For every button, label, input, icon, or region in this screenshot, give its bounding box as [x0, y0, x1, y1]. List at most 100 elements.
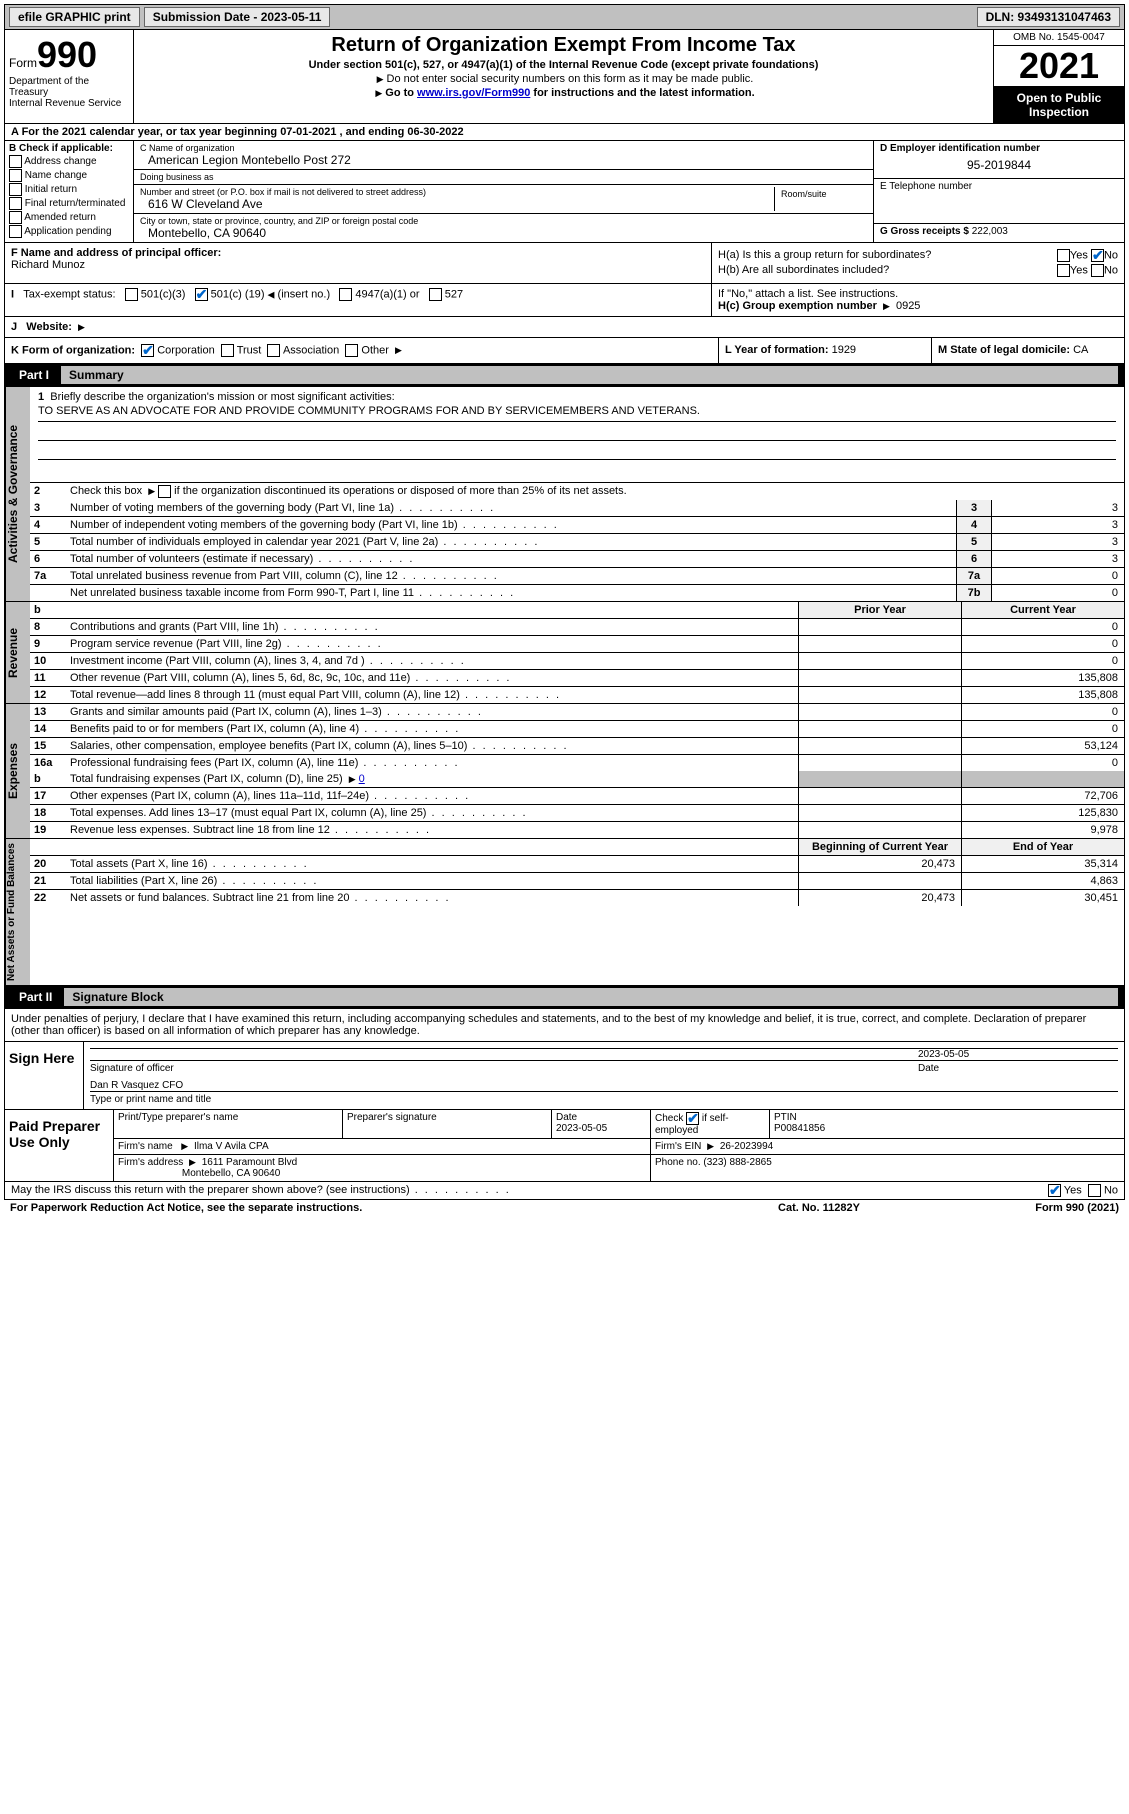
- line-desc: Total expenses. Add lines 13–17 (must eq…: [66, 805, 798, 821]
- line-current: 0: [961, 619, 1124, 635]
- firm-addr1: 1611 Paramount Blvd: [202, 1157, 297, 1168]
- summary-line: 20Total assets (Part X, line 16)20,47335…: [30, 856, 1124, 873]
- line16b-current: [961, 771, 1124, 787]
- checkbox-initial-return[interactable]: [9, 183, 22, 196]
- ein-value: 95-2019844: [880, 154, 1118, 176]
- firm-name-label: Firm's name: [118, 1141, 173, 1152]
- line-box-num: 3: [956, 500, 991, 516]
- phone-value: (323) 888-2865: [703, 1157, 771, 1168]
- chk-501c[interactable]: [195, 288, 208, 301]
- efile-label[interactable]: efile GRAPHIC print: [9, 7, 140, 27]
- city-label: City or town, state or province, country…: [140, 216, 867, 226]
- chk-discuss-yes[interactable]: [1048, 1184, 1061, 1197]
- line-prior: [798, 822, 961, 838]
- hdr-end-year: End of Year: [961, 839, 1124, 855]
- line-prior: [798, 788, 961, 804]
- prep-sig-label: Preparer's signature: [343, 1110, 552, 1139]
- line-desc: Net unrelated business taxable income fr…: [66, 585, 956, 601]
- summary-line: 12Total revenue—add lines 8 through 11 (…: [30, 687, 1124, 703]
- line-desc: Number of independent voting members of …: [66, 517, 956, 533]
- tax-year: 2021: [994, 46, 1124, 87]
- paperwork-notice: For Paperwork Reduction Act Notice, see …: [10, 1202, 719, 1214]
- section-bcde: B Check if applicable: Address change Na…: [4, 141, 1125, 243]
- irs-link[interactable]: www.irs.gov/Form990: [417, 87, 530, 99]
- line-num: 10: [30, 653, 66, 669]
- mission-text: TO SERVE AS AN ADVOCATE FOR AND PROVIDE …: [38, 403, 1116, 422]
- chk-discuss-no[interactable]: [1088, 1184, 1101, 1197]
- dba-label: Doing business as: [140, 172, 867, 182]
- line-current: 35,314: [961, 856, 1124, 872]
- chk-line2[interactable]: [158, 485, 171, 498]
- part1-label: Part I: [11, 368, 57, 382]
- firm-ein-label: Firm's EIN: [655, 1141, 701, 1152]
- checkbox-final-return[interactable]: [9, 197, 22, 210]
- line-box-num: 7b: [956, 585, 991, 601]
- line-num: 4: [30, 517, 66, 533]
- arrow-icon: [704, 1141, 717, 1152]
- line-prior: [798, 738, 961, 754]
- paid-preparer-label: Paid Preparer Use Only: [5, 1110, 114, 1181]
- chk-self-employed[interactable]: [686, 1112, 699, 1125]
- note-goto-post: for instructions and the latest informat…: [530, 87, 754, 99]
- firm-name-value: Ilma V Avila CPA: [194, 1141, 269, 1152]
- chk-501c3[interactable]: [125, 288, 138, 301]
- summary-line: 7aTotal unrelated business revenue from …: [30, 568, 1124, 585]
- line-desc: Contributions and grants (Part VIII, lin…: [66, 619, 798, 635]
- line-current: 0: [961, 721, 1124, 737]
- arrow-icon: [372, 87, 385, 99]
- part2-title: Signature Block: [64, 988, 1118, 1006]
- line2-text: Check this box if the organization disco…: [70, 485, 627, 497]
- chk-4947[interactable]: [339, 288, 352, 301]
- chk-527[interactable]: [429, 288, 442, 301]
- form-title: Return of Organization Exempt From Incom…: [142, 34, 985, 57]
- ptin-value: P00841856: [774, 1123, 825, 1134]
- line-num: 3: [30, 500, 66, 516]
- prep-date-value: 2023-05-05: [556, 1123, 607, 1134]
- principal-officer-value: Richard Munoz: [11, 259, 85, 271]
- irs-label: Internal Revenue Service: [9, 98, 129, 109]
- ha-no-checkbox[interactable]: [1091, 249, 1104, 262]
- chk-trust[interactable]: [221, 344, 234, 357]
- ha-yes-checkbox[interactable]: [1057, 249, 1070, 262]
- sig-name-label: Type or print name and title: [90, 1094, 1118, 1105]
- line-current: 0: [961, 636, 1124, 652]
- chk-association[interactable]: [267, 344, 280, 357]
- state-domicile-value: CA: [1073, 344, 1088, 356]
- line16b-link[interactable]: 0: [359, 773, 365, 785]
- penalties-text: Under penalties of perjury, I declare th…: [5, 1009, 1124, 1041]
- line-prior: [798, 653, 961, 669]
- checkbox-amended[interactable]: [9, 211, 22, 224]
- hb-no-checkbox[interactable]: [1091, 264, 1104, 277]
- note-ssn: Do not enter social security numbers on …: [387, 73, 754, 85]
- line-value: 3: [991, 551, 1124, 567]
- line-num: 17: [30, 788, 66, 804]
- website-label: Website:: [26, 321, 72, 333]
- part1-expenses: Expenses 13Grants and similar amounts pa…: [4, 704, 1125, 839]
- chk-other[interactable]: [345, 344, 358, 357]
- chk-corporation[interactable]: [141, 344, 154, 357]
- line-desc: Investment income (Part VIII, column (A)…: [66, 653, 798, 669]
- line-desc: Grants and similar amounts paid (Part IX…: [66, 704, 798, 720]
- line16b-prior: [798, 771, 961, 787]
- line-current: 0: [961, 653, 1124, 669]
- line-value: 0: [991, 585, 1124, 601]
- part2-body: Under penalties of perjury, I declare th…: [4, 1009, 1125, 1182]
- part2-header: Part II Signature Block: [4, 986, 1125, 1009]
- line-num: 6: [30, 551, 66, 567]
- side-label-activities: Activities & Governance: [5, 387, 30, 601]
- line-current: 9,978: [961, 822, 1124, 838]
- hb-yes-checkbox[interactable]: [1057, 264, 1070, 277]
- arrow-icon: [374, 73, 387, 85]
- firm-addr2: Montebello, CA 90640: [182, 1168, 280, 1179]
- ha-label: H(a) Is this a group return for subordin…: [718, 249, 1008, 262]
- line-prior: [798, 755, 961, 771]
- summary-line: 13Grants and similar amounts paid (Part …: [30, 704, 1124, 721]
- checkbox-name-change[interactable]: [9, 169, 22, 182]
- checkbox-app-pending[interactable]: [9, 225, 22, 238]
- hc-value: 0925: [896, 300, 920, 312]
- line-box-num: 4: [956, 517, 991, 533]
- checkbox-address-change[interactable]: [9, 155, 22, 168]
- side-label-expenses: Expenses: [5, 704, 30, 838]
- line-num: 15: [30, 738, 66, 754]
- city-value: Montebello, CA 90640: [140, 226, 867, 240]
